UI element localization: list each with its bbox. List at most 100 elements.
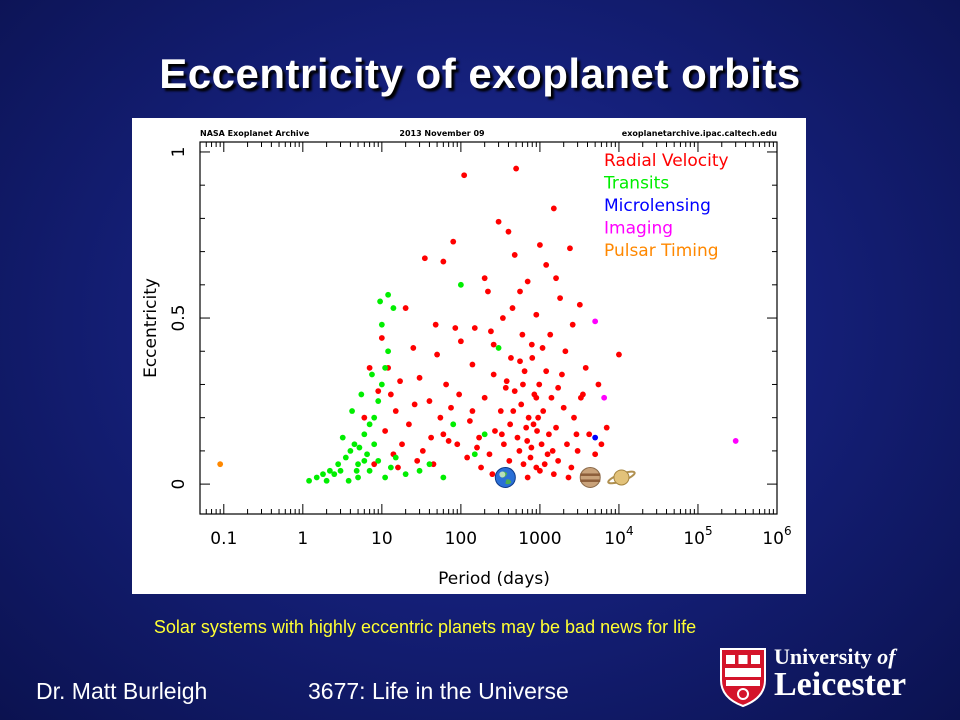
data-point bbox=[414, 457, 421, 464]
data-point bbox=[428, 434, 435, 441]
data-point bbox=[450, 238, 457, 245]
data-point bbox=[525, 414, 532, 421]
logo-line-1: University of bbox=[774, 644, 896, 669]
data-point bbox=[466, 418, 473, 424]
data-point bbox=[524, 438, 531, 444]
data-point bbox=[524, 474, 531, 481]
data-points bbox=[217, 165, 739, 484]
data-point bbox=[490, 371, 497, 378]
data-point bbox=[392, 454, 399, 461]
data-point bbox=[592, 451, 599, 458]
data-point bbox=[562, 348, 569, 355]
data-point bbox=[582, 364, 589, 371]
chart-header-date: 2013 November 09 bbox=[399, 129, 485, 138]
data-point bbox=[371, 461, 378, 468]
x-axis-label: Period (days) bbox=[438, 569, 550, 589]
data-point bbox=[331, 471, 338, 478]
data-point bbox=[529, 354, 536, 361]
data-point bbox=[399, 441, 405, 448]
data-point bbox=[364, 451, 370, 458]
data-point bbox=[553, 275, 559, 282]
footer-course: 3677: Life in the Universe bbox=[308, 678, 569, 704]
data-point bbox=[440, 474, 447, 481]
data-point bbox=[488, 328, 494, 335]
data-point bbox=[351, 441, 358, 448]
data-point bbox=[485, 288, 491, 295]
data-point bbox=[390, 305, 397, 311]
data-point bbox=[577, 394, 584, 401]
data-point bbox=[527, 454, 534, 461]
data-point bbox=[369, 371, 375, 378]
plot-frame bbox=[199, 141, 778, 515]
data-point bbox=[356, 444, 363, 451]
data-point bbox=[544, 451, 551, 458]
data-point bbox=[555, 384, 562, 391]
x-tick-label: 100 bbox=[445, 529, 477, 549]
data-point bbox=[366, 421, 373, 428]
y-tick-labels: 00.51 bbox=[169, 147, 189, 490]
data-point bbox=[537, 467, 543, 474]
data-point bbox=[382, 364, 389, 371]
data-point bbox=[511, 252, 518, 258]
legend-entry: Radial Velocity bbox=[604, 151, 729, 171]
data-point bbox=[335, 461, 342, 468]
data-point bbox=[461, 172, 468, 179]
data-point bbox=[534, 428, 540, 434]
x-tick-label: 106 bbox=[762, 524, 791, 549]
data-point bbox=[513, 165, 520, 172]
jupiter-icon bbox=[579, 466, 601, 488]
solar-system-planets bbox=[494, 466, 636, 488]
slide-caption: Solar systems with highly eccentric plan… bbox=[153, 617, 697, 637]
x-tick-label: 10 bbox=[371, 529, 393, 549]
data-point bbox=[539, 345, 546, 351]
data-point bbox=[503, 378, 510, 385]
scatter-chart: NASA Exoplanet Archive 2013 November 09 … bbox=[132, 118, 806, 594]
data-point bbox=[450, 421, 457, 428]
data-point bbox=[481, 431, 488, 438]
chart-header-left: NASA Exoplanet Archive bbox=[200, 129, 310, 138]
data-point bbox=[520, 461, 527, 468]
legend-entry: Transits bbox=[603, 174, 669, 194]
data-point bbox=[440, 258, 447, 265]
data-point bbox=[549, 447, 556, 454]
data-point bbox=[540, 408, 547, 414]
data-point bbox=[543, 368, 550, 375]
data-point bbox=[518, 401, 525, 408]
data-point bbox=[537, 242, 543, 248]
chart-svg: NASA Exoplanet Archive 2013 November 09 … bbox=[141, 129, 792, 589]
data-point bbox=[326, 467, 333, 474]
data-point bbox=[481, 394, 488, 401]
data-point bbox=[349, 408, 355, 414]
data-point bbox=[555, 457, 562, 464]
data-point bbox=[434, 351, 440, 358]
data-point bbox=[486, 451, 493, 458]
data-point bbox=[506, 457, 513, 464]
data-point bbox=[586, 431, 593, 438]
data-point bbox=[469, 361, 476, 368]
saturn-icon bbox=[607, 469, 636, 486]
data-point bbox=[595, 381, 602, 388]
data-point bbox=[538, 441, 545, 448]
slide-title: Eccentricity of exoplanet orbits bbox=[159, 50, 801, 97]
data-point bbox=[387, 391, 394, 398]
data-point bbox=[347, 447, 354, 454]
data-point bbox=[454, 441, 461, 448]
x-tick-label: 1 bbox=[297, 529, 308, 549]
data-point bbox=[507, 421, 514, 428]
data-point bbox=[517, 358, 523, 365]
data-point bbox=[574, 447, 581, 454]
data-point bbox=[397, 378, 403, 385]
data-point bbox=[592, 434, 599, 441]
data-point bbox=[598, 441, 605, 448]
data-point bbox=[361, 457, 368, 464]
data-point bbox=[492, 428, 498, 434]
data-point bbox=[497, 408, 504, 414]
data-point bbox=[366, 467, 373, 474]
x-tick-label: 1000 bbox=[518, 529, 561, 549]
legend-entry: Microlensing bbox=[604, 196, 711, 216]
data-point bbox=[469, 408, 476, 414]
data-point bbox=[426, 398, 433, 404]
data-point bbox=[498, 431, 505, 438]
data-point bbox=[509, 305, 516, 311]
data-point bbox=[375, 388, 382, 395]
